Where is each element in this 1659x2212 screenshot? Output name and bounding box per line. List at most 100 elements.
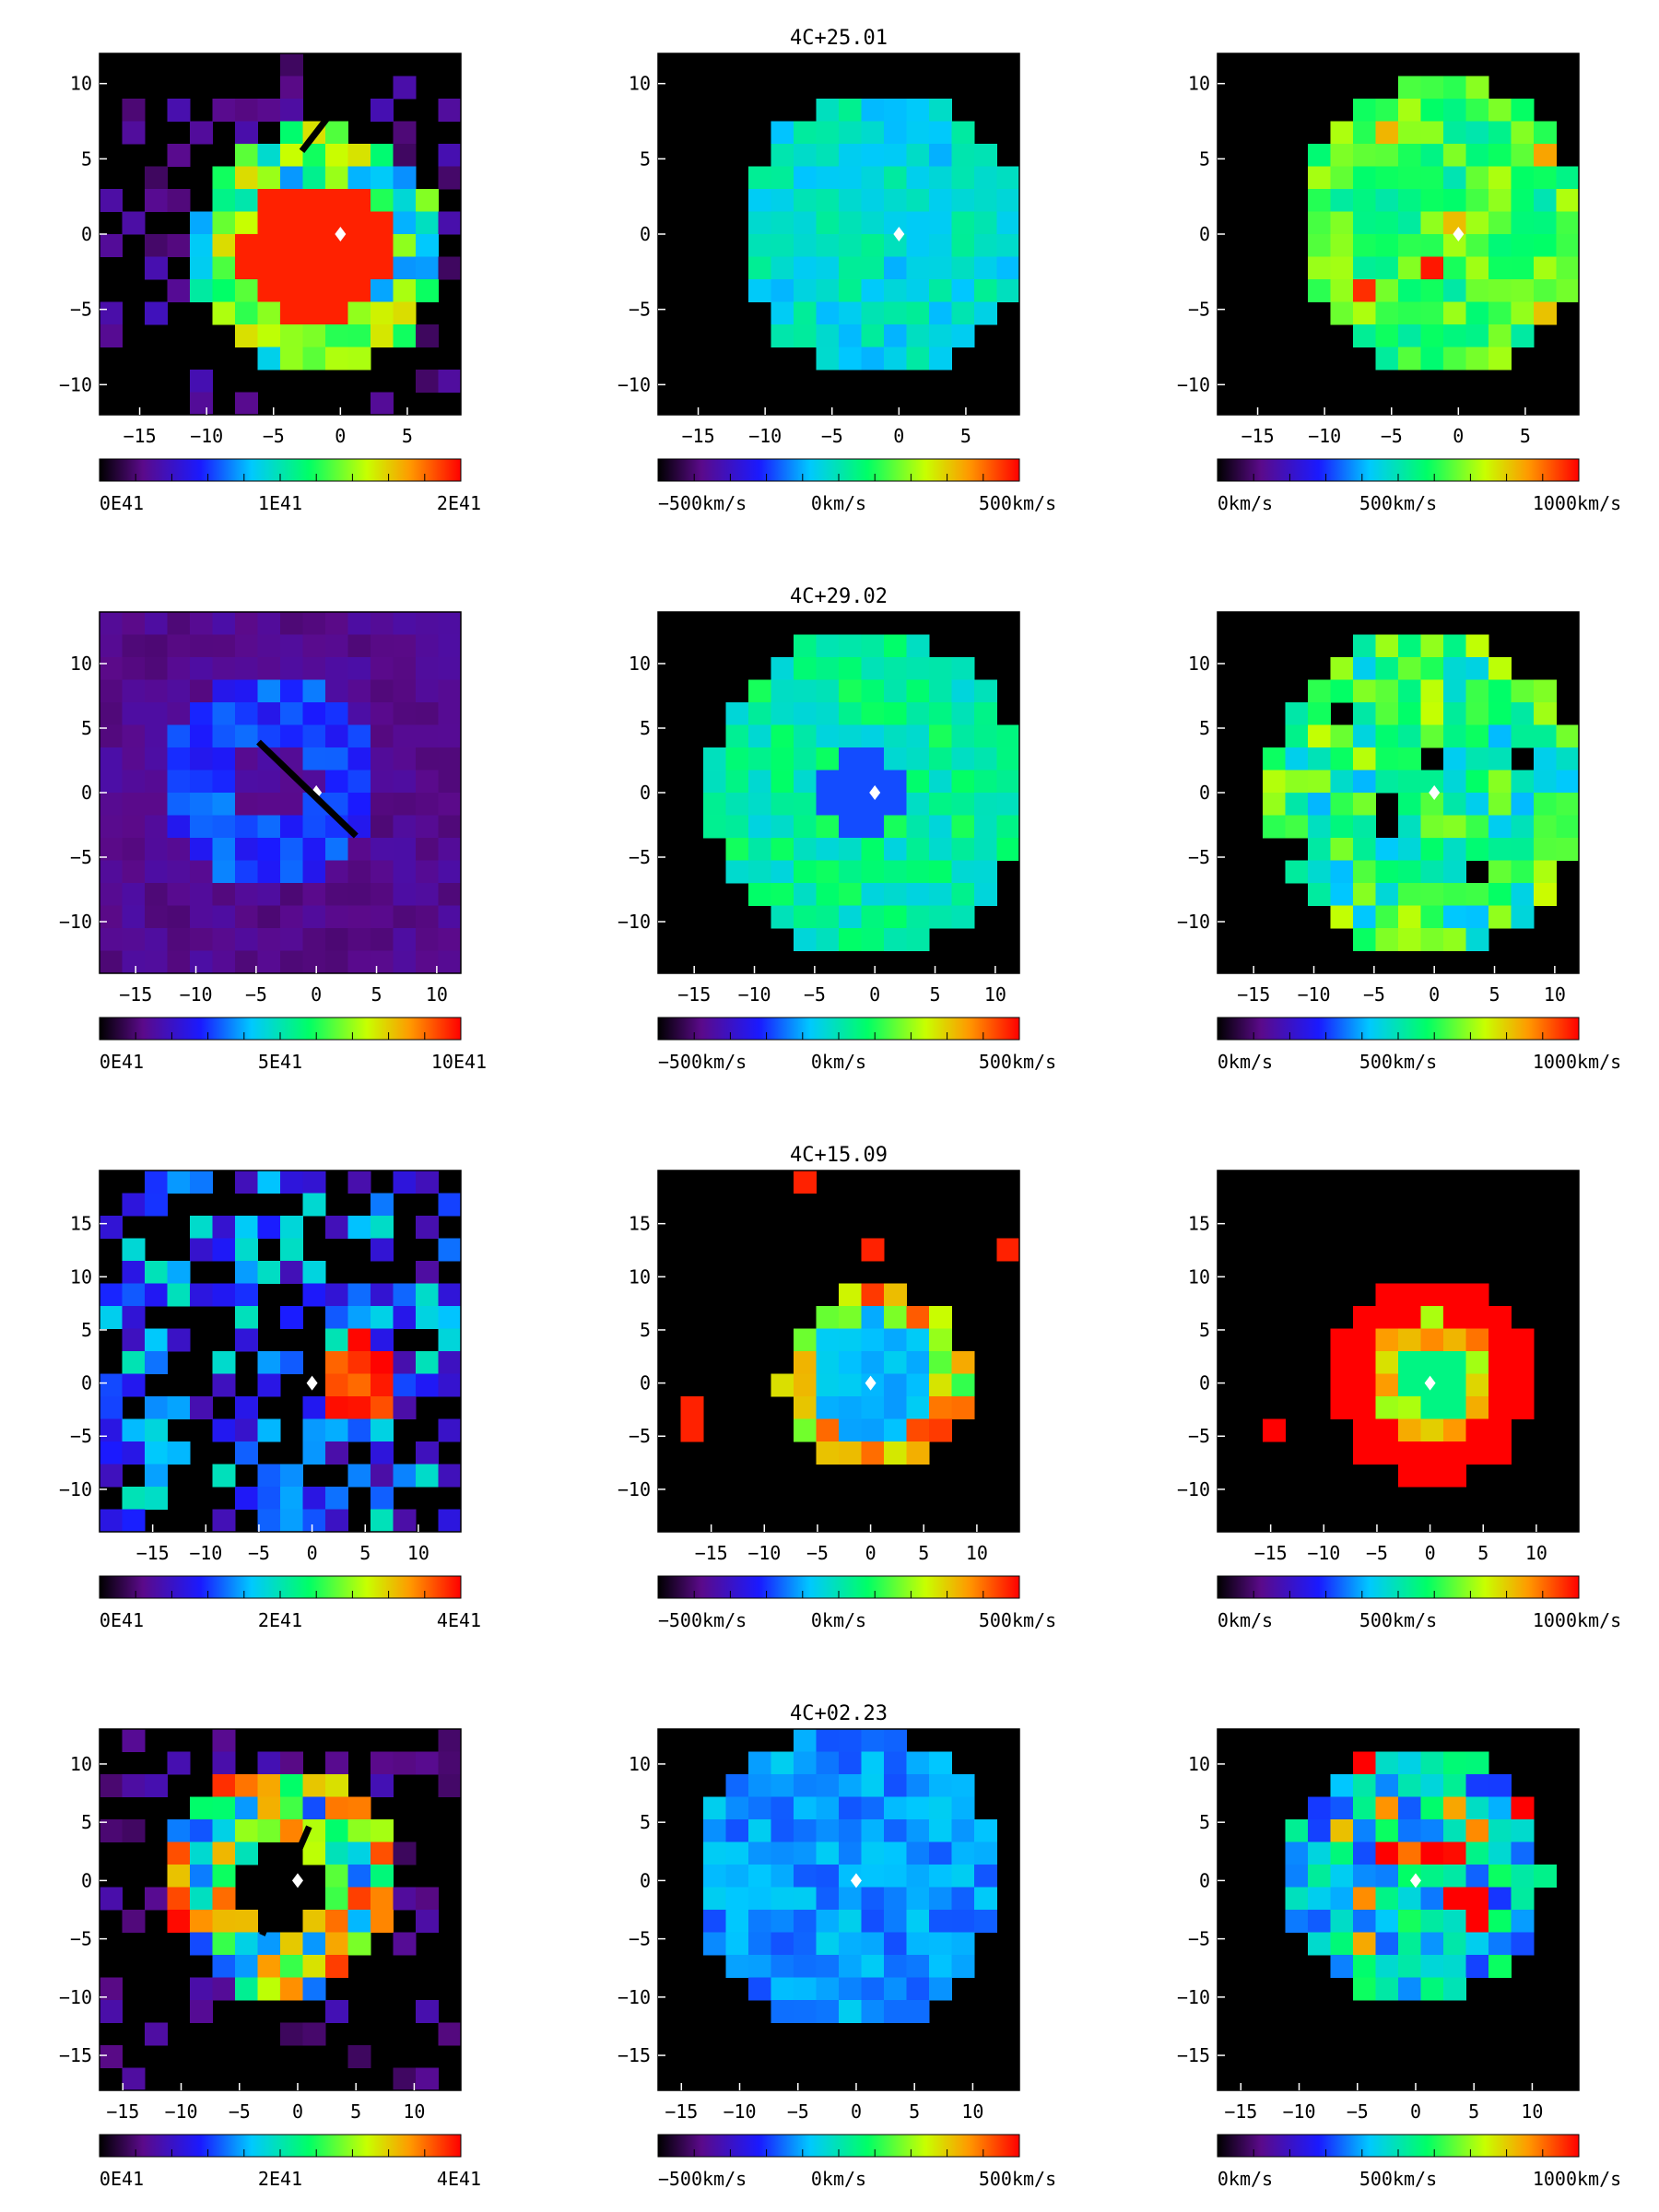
- map-pixel: [100, 301, 123, 325]
- map-pixel: [974, 838, 997, 861]
- map-pixel: [1511, 1328, 1535, 1352]
- y-tick-label: 10: [70, 73, 92, 95]
- map-pixel: [725, 1819, 749, 1842]
- nucleus-marker: [306, 1375, 318, 1391]
- map-pixel: [325, 256, 348, 280]
- map-pixel: [122, 1373, 146, 1397]
- map-pixel: [100, 860, 123, 884]
- map-pixel: [1375, 1796, 1399, 1820]
- map-pixel: [951, 211, 975, 235]
- map-pixel: [325, 1751, 348, 1775]
- map-pixel: [1308, 815, 1331, 839]
- map-pixel: [951, 1351, 975, 1374]
- map-pixel: [1465, 634, 1489, 658]
- map-pixel: [1465, 1955, 1489, 1978]
- map-pixel: [1420, 234, 1444, 257]
- map-pixel: [100, 679, 123, 703]
- map-pixel: [122, 860, 146, 884]
- map-pixel: [257, 883, 281, 906]
- map-pixel: [1534, 838, 1557, 861]
- map-pixel: [884, 928, 907, 951]
- map-pixel: [280, 99, 303, 122]
- map-pixel: [347, 928, 371, 951]
- map-pixel: [861, 1729, 885, 1752]
- map-pixel: [703, 1910, 726, 1933]
- map-pixel: [257, 99, 281, 122]
- map-pixel: [393, 189, 417, 212]
- map-pixel: [861, 883, 885, 906]
- map-pixel: [771, 324, 794, 347]
- map-pixel: [1375, 1977, 1399, 2001]
- map-pixel: [1375, 1774, 1399, 1797]
- map-pixel: [1420, 1955, 1444, 1978]
- map-pixel: [145, 883, 168, 906]
- map-pixel: [996, 770, 1020, 794]
- map-pixel: [1465, 724, 1489, 748]
- map-pixel: [1420, 76, 1444, 100]
- map-pixel: [257, 1373, 281, 1397]
- map-pixel: [438, 370, 462, 393]
- map-pixel: [167, 189, 191, 212]
- map-pixel: [393, 1373, 417, 1397]
- map-pixel: [1556, 234, 1580, 257]
- map-pixel: [816, 211, 840, 235]
- map-pixel: [1308, 1932, 1331, 1956]
- x-tick-label: −15: [119, 983, 152, 1006]
- y-tick-label: 5: [1199, 1319, 1210, 1341]
- map-pixel: [929, 724, 952, 748]
- map-pixel: [1443, 1977, 1466, 2001]
- map-pixel: [884, 770, 907, 794]
- map-pixel: [347, 1216, 371, 1239]
- map-pixel: [929, 1955, 952, 1978]
- map-pixel: [929, 324, 952, 347]
- map-pixel: [393, 950, 417, 974]
- map-pixel: [122, 883, 146, 906]
- map-pixel: [1465, 883, 1489, 906]
- y-tick-label: 5: [81, 1811, 92, 1833]
- map-pixel: [325, 1373, 348, 1397]
- map-pixel: [748, 1910, 771, 1933]
- map-pixel: [371, 1283, 394, 1307]
- map-pixel: [100, 928, 123, 951]
- map-pixel: [839, 279, 862, 302]
- y-tick-label: −5: [70, 846, 92, 868]
- map-pixel: [371, 1819, 394, 1842]
- map-pixel: [235, 1418, 258, 1442]
- map-pixel: [235, 793, 258, 816]
- map-pixel: [884, 1887, 907, 1911]
- map-pixel: [1511, 256, 1535, 280]
- x-tick-label: −5: [787, 2100, 809, 2123]
- map-pixel: [145, 657, 168, 680]
- map-pixel: [438, 1464, 462, 1488]
- map-pixel: [393, 211, 417, 235]
- map-pixel: [1398, 702, 1421, 725]
- colorbar-label: 0km/s: [811, 1609, 866, 1631]
- map-pixel: [235, 1216, 258, 1239]
- row-title: 4C+15.09: [790, 1144, 888, 1167]
- map-pixel: [393, 1283, 417, 1307]
- map-pixel: [1398, 1977, 1421, 2001]
- map-pixel: [861, 99, 885, 122]
- map-pixel: [393, 1932, 417, 1956]
- x-tick-label: −5: [821, 425, 843, 447]
- map-pixel: [771, 1955, 794, 1978]
- map-pixel: [839, 1910, 862, 1933]
- map-pixel: [1375, 1819, 1399, 1842]
- map-pixel: [1330, 905, 1354, 929]
- map-pixel: [280, 702, 303, 725]
- colorbar-label: 4E41: [437, 1609, 481, 1631]
- colorbar-label: −500km/s: [658, 492, 747, 514]
- nucleus-marker: [1424, 1375, 1436, 1391]
- map-pixel: [122, 747, 146, 771]
- map-pixel: [771, 770, 794, 794]
- map-pixel: [884, 347, 907, 371]
- map-pixel: [302, 1418, 326, 1442]
- map-pixel: [1465, 347, 1489, 371]
- map-pixel: [235, 883, 258, 906]
- map-pixel: [190, 950, 213, 974]
- map-pixel: [1330, 770, 1354, 794]
- map-pixel: [906, 1751, 930, 1775]
- map-pixel: [1443, 724, 1466, 748]
- y-tick-label: 0: [81, 1372, 92, 1394]
- map-pixel: [280, 815, 303, 839]
